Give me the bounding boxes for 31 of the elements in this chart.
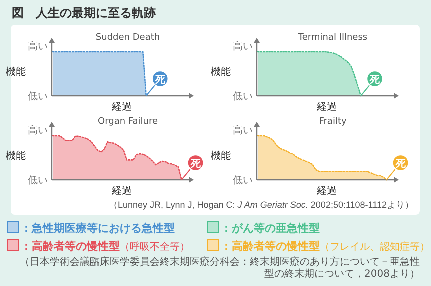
y-axis-title: 機能: [211, 66, 231, 78]
text: 低い: [28, 176, 48, 186]
text: 低い: [233, 176, 253, 186]
chart-title: Sudden Death: [96, 33, 160, 43]
x-axis-title: 経過: [111, 102, 132, 113]
text: 図 人生の最期に至る軌跡: [12, 6, 156, 20]
legend-label: ：高齢者等の慢性型（呼吸不全等）: [21, 240, 190, 253]
legend-label: ：がん等の亜急性型: [221, 222, 320, 235]
y-axis-title: 機能: [6, 150, 26, 162]
text: 高い: [233, 124, 253, 136]
text: （Lunney JR, Lynn J, Hogan C: J Am Geriatr Soc. 2002;50:1108-1112より）: [109, 200, 414, 210]
legend-label: ：急性期医療等における急性型: [21, 222, 175, 235]
text: 死: [190, 159, 202, 170]
x-axis-title: 経過: [316, 102, 337, 113]
text: 高い: [28, 40, 48, 52]
text: 低い: [233, 92, 253, 102]
x-axis-title: 経過: [316, 186, 337, 197]
y-axis-title: 機能: [6, 66, 26, 78]
text: 高い: [233, 40, 253, 52]
chart-title: Frailty: [319, 117, 348, 127]
annotation: 死: [369, 75, 382, 86]
text: （日本学術会議臨床医学委員会終末期医療分科会：終末期医療のあり方について－亜急性型の終末期について，2008より）: [20, 256, 420, 280]
legend-label: ：高齢者等の慢性型（フレイル、認知症等）: [221, 240, 430, 253]
chart-title: Terminal Illness: [297, 33, 368, 43]
y-axis-title: 機能: [211, 150, 231, 162]
chart-title: Organ Failure: [98, 117, 158, 127]
text: 死: [394, 159, 407, 170]
annotation: 死: [154, 75, 166, 86]
text: 高い: [28, 124, 48, 136]
text: 低い: [28, 92, 48, 102]
x-axis-title: 経過: [111, 186, 132, 197]
